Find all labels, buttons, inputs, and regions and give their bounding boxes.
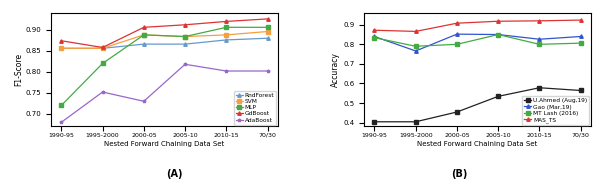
- Text: (B): (B): [451, 169, 467, 179]
- AdaBoost: [181, 63, 188, 65]
- MLP: [264, 26, 271, 28]
- GdBoost: [223, 20, 230, 23]
- MT Lash (2016): [536, 43, 543, 45]
- AdaBoost: [140, 100, 148, 102]
- Y-axis label: F1-Score: F1-Score: [14, 53, 23, 86]
- MLP: [140, 34, 148, 36]
- MAS_TS: [371, 29, 378, 31]
- Line: AdaBoost: AdaBoost: [59, 62, 269, 124]
- MAS_TS: [536, 20, 543, 22]
- Line: MLP: MLP: [59, 25, 269, 107]
- AdaBoost: [99, 91, 106, 93]
- Gao (Mar,19): [536, 38, 543, 40]
- Line: Gao (Mar,19): Gao (Mar,19): [373, 32, 583, 53]
- MAS_TS: [412, 30, 419, 33]
- SVM: [140, 34, 148, 36]
- MAS_TS: [454, 22, 461, 24]
- Line: RndForest: RndForest: [59, 36, 269, 50]
- Line: MAS_TS: MAS_TS: [373, 18, 583, 33]
- U.Ahmed (Aug,19): [454, 111, 461, 113]
- AdaBoost: [264, 70, 271, 72]
- Text: (A): (A): [166, 169, 182, 179]
- U.Ahmed (Aug,19): [577, 89, 584, 92]
- MT Lash (2016): [371, 37, 378, 39]
- Gao (Mar,19): [454, 33, 461, 35]
- Line: U.Ahmed (Aug,19): U.Ahmed (Aug,19): [373, 86, 583, 124]
- RndForest: [181, 43, 188, 45]
- U.Ahmed (Aug,19): [494, 95, 502, 97]
- Y-axis label: Accuracy: Accuracy: [331, 52, 340, 87]
- RndForest: [223, 39, 230, 41]
- Legend: RndForest, SVM, MLP, GdBoost, AdaBoost: RndForest, SVM, MLP, GdBoost, AdaBoost: [233, 91, 276, 125]
- RndForest: [58, 47, 65, 49]
- Gao (Mar,19): [371, 35, 378, 38]
- MAS_TS: [494, 20, 502, 22]
- GdBoost: [58, 40, 65, 42]
- MT Lash (2016): [494, 33, 502, 36]
- MAS_TS: [577, 19, 584, 21]
- X-axis label: Nested Forward Chaining Data Set: Nested Forward Chaining Data Set: [104, 140, 224, 147]
- MT Lash (2016): [454, 43, 461, 45]
- SVM: [264, 30, 271, 33]
- SVM: [99, 47, 106, 49]
- RndForest: [264, 37, 271, 39]
- MLP: [99, 62, 106, 65]
- GdBoost: [140, 26, 148, 28]
- MT Lash (2016): [577, 42, 584, 44]
- SVM: [58, 47, 65, 49]
- Line: SVM: SVM: [59, 30, 269, 50]
- U.Ahmed (Aug,19): [412, 121, 419, 123]
- Legend: U.Ahmed (Aug,19), Gao (Mar,19), MT Lash (2016), MAS_TS: U.Ahmed (Aug,19), Gao (Mar,19), MT Lash …: [522, 96, 589, 125]
- Gao (Mar,19): [412, 50, 419, 52]
- MLP: [223, 26, 230, 28]
- MLP: [58, 104, 65, 107]
- Line: MT Lash (2016): MT Lash (2016): [373, 33, 583, 48]
- RndForest: [140, 43, 148, 45]
- U.Ahmed (Aug,19): [536, 87, 543, 89]
- AdaBoost: [223, 70, 230, 72]
- Gao (Mar,19): [494, 33, 502, 36]
- SVM: [223, 34, 230, 36]
- U.Ahmed (Aug,19): [371, 121, 378, 123]
- SVM: [181, 36, 188, 38]
- Gao (Mar,19): [577, 35, 584, 38]
- GdBoost: [264, 18, 271, 20]
- Line: GdBoost: GdBoost: [59, 17, 269, 49]
- X-axis label: Nested Forward Chaining Data Set: Nested Forward Chaining Data Set: [418, 140, 538, 147]
- RndForest: [99, 47, 106, 49]
- AdaBoost: [58, 121, 65, 123]
- GdBoost: [99, 46, 106, 49]
- MLP: [181, 36, 188, 38]
- GdBoost: [181, 24, 188, 26]
- MT Lash (2016): [412, 45, 419, 47]
